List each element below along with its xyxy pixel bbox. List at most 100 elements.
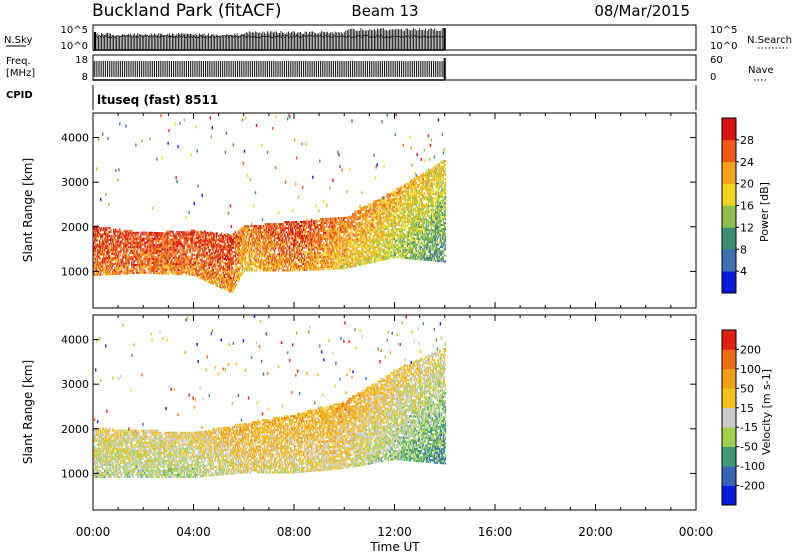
data-cell (237, 248, 240, 250)
data-cell (136, 267, 138, 270)
data-cell (259, 247, 262, 250)
data-cell (239, 260, 242, 263)
data-cell (143, 261, 145, 264)
data-cell (102, 269, 104, 272)
data-cell (178, 269, 180, 272)
data-cell (94, 263, 96, 266)
data-cell (259, 225, 262, 228)
data-cell (96, 227, 98, 230)
data-cell (211, 256, 213, 259)
data-cell (180, 259, 182, 262)
data-cell (279, 235, 282, 238)
data-cell (214, 249, 216, 252)
data-cell (132, 242, 134, 244)
data-cell (257, 241, 260, 244)
nsearch-dot (115, 36, 117, 38)
data-cell (272, 269, 275, 272)
data-cell (198, 248, 200, 251)
data-cell (143, 249, 145, 252)
data-cell (312, 232, 314, 235)
data-cell (265, 267, 268, 270)
data-cell (220, 286, 222, 289)
data-cell (240, 242, 243, 245)
data-cell (301, 228, 303, 231)
data-cell (189, 245, 191, 248)
data-cell (172, 234, 174, 237)
data-cell (278, 267, 281, 270)
data-cell (201, 273, 203, 276)
data-cell (192, 267, 194, 270)
data-cell (95, 251, 97, 254)
data-cell (235, 267, 238, 270)
data-cell (328, 253, 330, 256)
data-cell (286, 259, 288, 262)
data-cell (107, 253, 109, 256)
data-cell (120, 270, 122, 273)
data-cell (113, 273, 115, 275)
data-cell (199, 240, 201, 243)
data-cell (164, 242, 166, 245)
data-cell (214, 273, 216, 276)
data-cell (160, 232, 162, 235)
cpid-text: ltuseq (fast) 8511 (97, 93, 218, 107)
data-cell (96, 245, 98, 248)
data-cell (111, 238, 113, 241)
data-cell (133, 248, 135, 250)
data-cell (110, 261, 112, 264)
data-cell (236, 241, 239, 244)
data-cell (238, 238, 241, 241)
data-cell (153, 248, 155, 250)
data-cell (155, 240, 157, 242)
nsearch-dot (395, 35, 397, 37)
data-cell (94, 229, 96, 232)
nsearch-dot (439, 35, 441, 37)
data-cell (323, 238, 325, 240)
data-cell (328, 225, 330, 228)
data-cell (196, 249, 198, 252)
data-cell (223, 240, 226, 242)
data-cell (281, 245, 284, 248)
data-cell (119, 262, 121, 265)
data-cell (288, 113, 290, 117)
data-cell (124, 268, 126, 271)
data-cell (292, 221, 294, 224)
data-cell (224, 254, 227, 257)
data-cell (289, 237, 291, 240)
data-cell (310, 240, 312, 243)
data-cell (176, 257, 178, 259)
data-cell (109, 263, 111, 266)
data-cell (265, 227, 268, 230)
data-cell (288, 235, 290, 238)
data-cell (265, 225, 268, 228)
data-cell (146, 247, 148, 250)
data-cell (183, 233, 185, 236)
data-cell (309, 234, 311, 237)
data-cell (221, 283, 223, 286)
data-cell (93, 243, 95, 246)
data-cell (125, 256, 127, 259)
data-cell (161, 258, 163, 261)
data-cell (199, 272, 201, 275)
data-cell (127, 242, 129, 245)
data-cell (177, 259, 179, 262)
data-cell (223, 276, 226, 279)
nsearch-dot (315, 35, 317, 37)
data-cell (323, 234, 325, 236)
data-cell (307, 220, 309, 223)
data-cell (291, 235, 293, 238)
data-cell (187, 247, 189, 250)
data-cell (132, 246, 134, 248)
data-cell (200, 277, 202, 280)
data-cell (269, 231, 272, 234)
data-cell (124, 240, 126, 243)
data-cell (238, 240, 241, 243)
data-cell (94, 265, 96, 268)
data-cell (238, 252, 241, 255)
data-cell (182, 265, 184, 268)
data-cell (102, 265, 104, 268)
data-cell (218, 245, 220, 248)
data-cell (116, 246, 118, 249)
data-cell (223, 244, 226, 246)
data-cell (268, 237, 271, 240)
data-cell (195, 232, 197, 235)
